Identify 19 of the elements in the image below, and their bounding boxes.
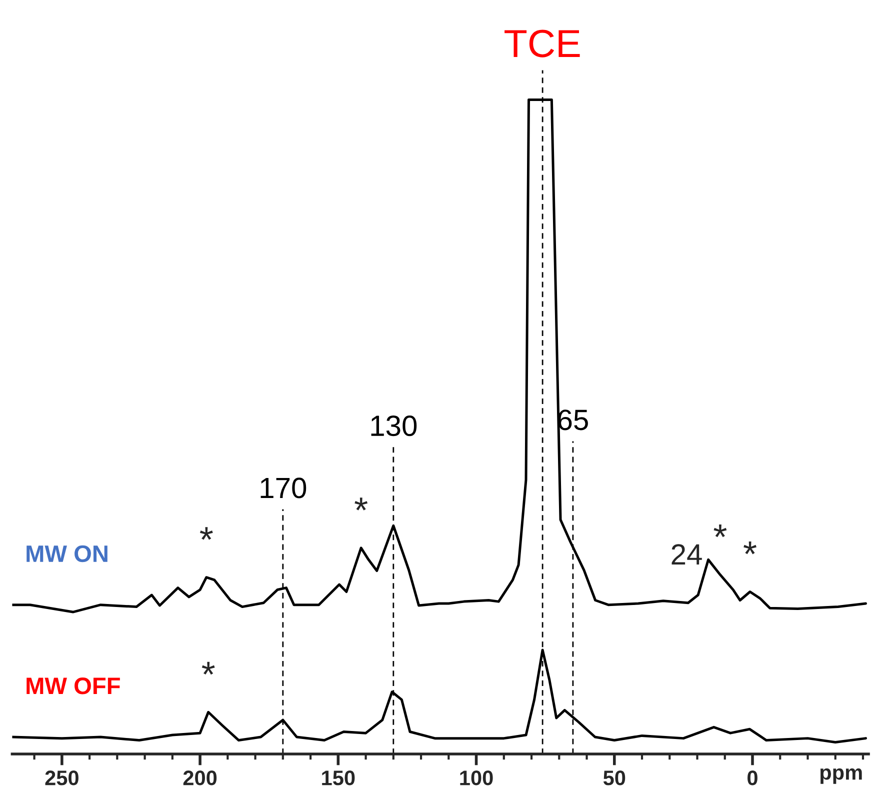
x-tick-label: 50 xyxy=(603,770,626,786)
x-axis-title: ppm xyxy=(820,768,862,784)
annotation: * xyxy=(354,498,368,510)
ref-line-label: 170 xyxy=(260,478,306,498)
annotation: 24 xyxy=(672,544,702,564)
annotation: * xyxy=(202,662,215,675)
ref-line-label: 130 xyxy=(371,415,417,436)
series-label: MW OFF xyxy=(26,678,120,694)
ref-line-label: 65 xyxy=(558,410,588,430)
x-tick-label: 250 xyxy=(45,770,78,786)
annotation: * xyxy=(200,527,213,540)
x-tick-label: 100 xyxy=(460,770,493,786)
annotation: * xyxy=(714,524,727,538)
x-tick-label: 0 xyxy=(748,770,758,786)
x-tick-label: 150 xyxy=(322,770,355,786)
x-tick-label: 200 xyxy=(183,770,217,786)
ref-line-label: TCE xyxy=(504,30,580,58)
annotation: * xyxy=(744,542,756,554)
series-label: MW ON xyxy=(26,545,108,562)
